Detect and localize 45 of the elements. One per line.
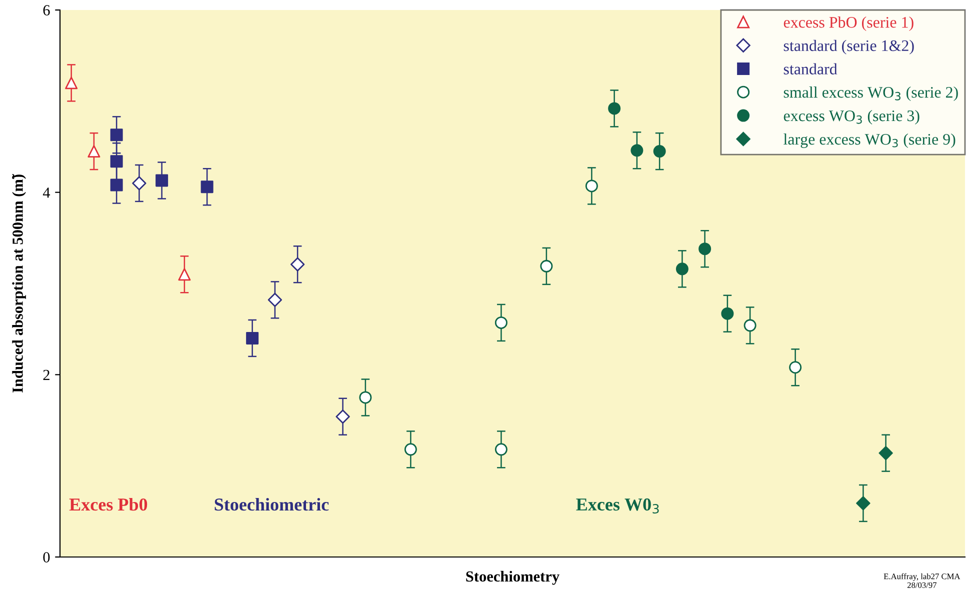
point — [744, 319, 756, 332]
point — [608, 102, 621, 115]
point — [268, 292, 282, 307]
y-axis-title: Induced absorption at 500nm (m̃) — [12, 174, 26, 392]
point — [200, 180, 214, 194]
point — [653, 145, 666, 158]
legend-label: standard (serie 1&2) — [784, 40, 914, 54]
point — [359, 391, 372, 404]
legend-label: standard — [784, 63, 838, 74]
point — [290, 257, 305, 272]
point — [65, 76, 78, 90]
annotation: Stoechiometric — [214, 498, 329, 511]
text: E.Auffray, lab27 CMA 28/03/97 — [884, 573, 960, 588]
legend-label: large excess WO$_{3}$ (serie 9) — [784, 133, 956, 148]
point — [336, 410, 350, 424]
legend-label: excess WO$_{3}$ (serie 3) — [784, 110, 920, 124]
point — [156, 174, 168, 187]
annotation: Exces Pb0 — [69, 498, 148, 511]
point — [585, 180, 598, 192]
legend-label: excess PbO (serie 1) — [784, 16, 914, 31]
point — [540, 260, 553, 272]
y-tick-label: 0 — [43, 552, 50, 562]
y-tick-label: 4 — [42, 188, 50, 198]
point — [878, 446, 893, 460]
point — [676, 262, 688, 276]
point — [789, 361, 802, 374]
y-tick-label: 2 — [43, 370, 50, 380]
point — [246, 332, 259, 344]
point — [698, 242, 712, 256]
point — [132, 176, 146, 190]
point — [178, 268, 191, 281]
point — [494, 443, 508, 456]
point — [110, 128, 123, 142]
y-tick-label: 6 — [43, 5, 50, 16]
point — [404, 443, 417, 456]
legend-label: small excess WO$_{3}$ (serie 2) — [784, 86, 958, 101]
point — [88, 145, 100, 158]
x-axis-title: Stoechiometry — [466, 570, 560, 585]
point — [494, 316, 508, 329]
point — [630, 144, 644, 157]
point — [110, 178, 123, 192]
point — [856, 496, 870, 510]
point — [110, 155, 123, 168]
annotation: Exces W0$_{3}$ — [576, 498, 659, 514]
point — [721, 307, 734, 320]
